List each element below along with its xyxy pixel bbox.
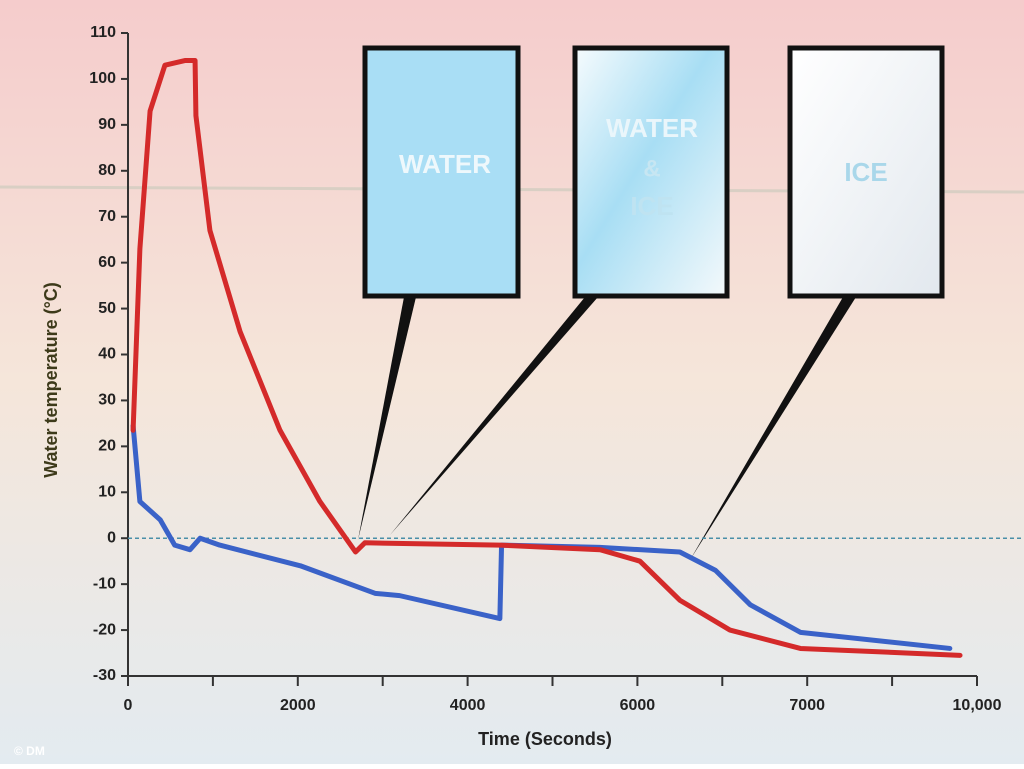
credit: © DM xyxy=(14,744,45,758)
annotation: ICE xyxy=(844,157,887,187)
annotation: & xyxy=(643,155,660,182)
pointer xyxy=(690,297,856,560)
y-tick-label: 90 xyxy=(98,116,116,133)
series-line xyxy=(130,58,963,658)
y-tick-label: 60 xyxy=(98,254,116,271)
x-tick-label: 6000 xyxy=(620,697,656,714)
box-water-ice xyxy=(572,45,730,299)
y-tick-label: 30 xyxy=(98,392,116,409)
y-tick-label: 10 xyxy=(98,484,116,501)
x-tick-label: 0 xyxy=(124,697,133,714)
y-tick-label: 40 xyxy=(98,346,116,363)
y-tick-label: -10 xyxy=(93,575,116,592)
annotation: WATER xyxy=(399,149,491,179)
x-tick-label: 4000 xyxy=(450,697,486,714)
pointer xyxy=(390,297,598,535)
y-tick-label: 110 xyxy=(90,24,116,41)
annotation: WATER xyxy=(606,113,698,143)
y-tick-label: 100 xyxy=(89,70,116,87)
y-tick-label: -30 xyxy=(93,667,116,684)
y-tick-label: 0 xyxy=(107,529,116,546)
x-tick-label: 2000 xyxy=(280,697,316,714)
callouts: WATER WATER & ICE ICE xyxy=(358,45,945,560)
y-tick-label: 80 xyxy=(98,162,116,179)
x-tick-label: 7000 xyxy=(789,697,825,714)
box-water xyxy=(362,45,521,299)
box-ice xyxy=(787,45,945,299)
annotation: ICE xyxy=(630,191,673,221)
y-axis-label: Water temperature (°C) xyxy=(41,282,61,478)
series-line xyxy=(130,423,953,651)
y-tick-label: 50 xyxy=(98,300,116,317)
x-tick-label: 10,000 xyxy=(953,697,1002,714)
y-tick-label: -20 xyxy=(93,621,116,638)
y-tick-label: 70 xyxy=(98,208,116,225)
pointer xyxy=(358,297,416,540)
x-axis-label: Time (Seconds) xyxy=(478,729,612,749)
y-tick-label: 20 xyxy=(98,438,116,455)
